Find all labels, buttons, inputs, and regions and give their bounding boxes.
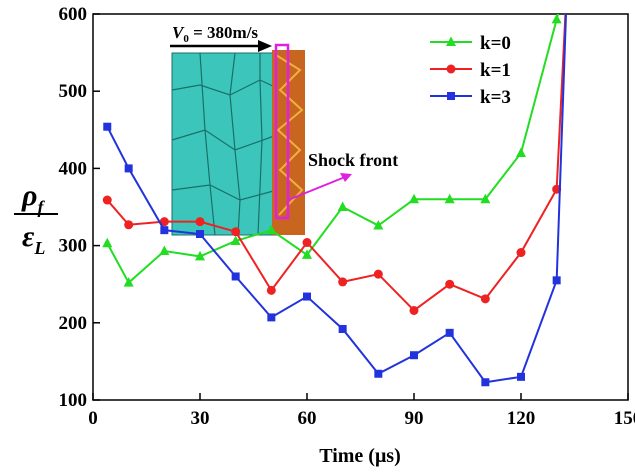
marker — [338, 277, 348, 287]
marker — [552, 276, 561, 285]
marker — [159, 245, 170, 256]
legend-label: k=3 — [480, 87, 511, 108]
marker — [410, 351, 418, 360]
y-tick-label: 200 — [59, 313, 88, 334]
marker — [266, 285, 276, 295]
marker — [230, 235, 241, 245]
marker — [302, 249, 312, 259]
y-tick-label: 400 — [59, 158, 88, 179]
marker — [231, 227, 241, 237]
marker — [447, 92, 455, 100]
marker — [517, 372, 525, 381]
y-axis-label: ρf εL — [14, 179, 58, 258]
marker — [445, 328, 454, 337]
svg-text:ρf: ρf — [21, 179, 45, 217]
marker — [266, 224, 277, 235]
marker — [409, 305, 419, 315]
marker — [446, 64, 456, 74]
ylabel-den-sub: L — [33, 238, 45, 258]
x-axis-label: Time (μs) — [319, 445, 401, 467]
marker — [445, 279, 455, 289]
x-tick-label: 60 — [298, 408, 317, 429]
y-tick-label: 600 — [59, 4, 88, 25]
marker — [446, 36, 456, 46]
marker — [374, 369, 383, 378]
marker — [124, 164, 133, 173]
marker — [195, 217, 205, 227]
y-tick-label: 300 — [59, 236, 88, 257]
shock-annotation: Shock front — [308, 150, 398, 170]
marker — [516, 248, 526, 258]
marker — [302, 238, 312, 248]
svg-text:εL: εL — [22, 220, 45, 258]
ylabel-den: ε — [22, 220, 35, 253]
ylabel-num: ρ — [21, 179, 37, 212]
x-tick-label: 120 — [507, 408, 536, 429]
marker — [337, 201, 348, 211]
legend-label: k=1 — [480, 60, 511, 81]
plot-frame — [92, 13, 629, 401]
marker — [103, 122, 112, 131]
marker — [303, 292, 311, 301]
marker — [480, 193, 491, 204]
marker — [338, 324, 347, 333]
marker — [444, 193, 455, 204]
x-tick-label: 0 — [88, 408, 98, 429]
plot-area — [102, 14, 568, 387]
velocity-value: = 380m/s — [189, 23, 259, 42]
y-tick-label: 500 — [59, 81, 88, 102]
inset-image — [170, 40, 352, 236]
velocity-sub: 0 — [183, 33, 189, 45]
legend-label: k=0 — [480, 33, 511, 54]
marker — [480, 294, 490, 304]
marker — [267, 313, 276, 322]
velocity-annotation: V0 = 380m/s — [172, 23, 258, 45]
x-tick-label: 150 — [614, 408, 635, 429]
ylabel-num-sub: f — [37, 197, 45, 217]
marker — [102, 195, 112, 205]
y-tick-label: 100 — [59, 390, 88, 411]
marker — [373, 269, 383, 279]
marker — [124, 220, 134, 230]
marker — [481, 378, 490, 387]
velocity-symbol: V — [172, 23, 185, 42]
x-tick-label: 90 — [405, 408, 424, 429]
marker — [195, 250, 205, 261]
marker — [102, 237, 113, 248]
marker — [196, 230, 204, 239]
marker — [516, 147, 526, 157]
marker — [160, 226, 169, 235]
marker — [551, 14, 562, 24]
marker — [123, 277, 134, 287]
marker — [231, 272, 240, 281]
marker — [409, 193, 419, 204]
marker — [159, 217, 169, 227]
x-tick-label: 30 — [191, 408, 210, 429]
marker — [373, 220, 384, 230]
